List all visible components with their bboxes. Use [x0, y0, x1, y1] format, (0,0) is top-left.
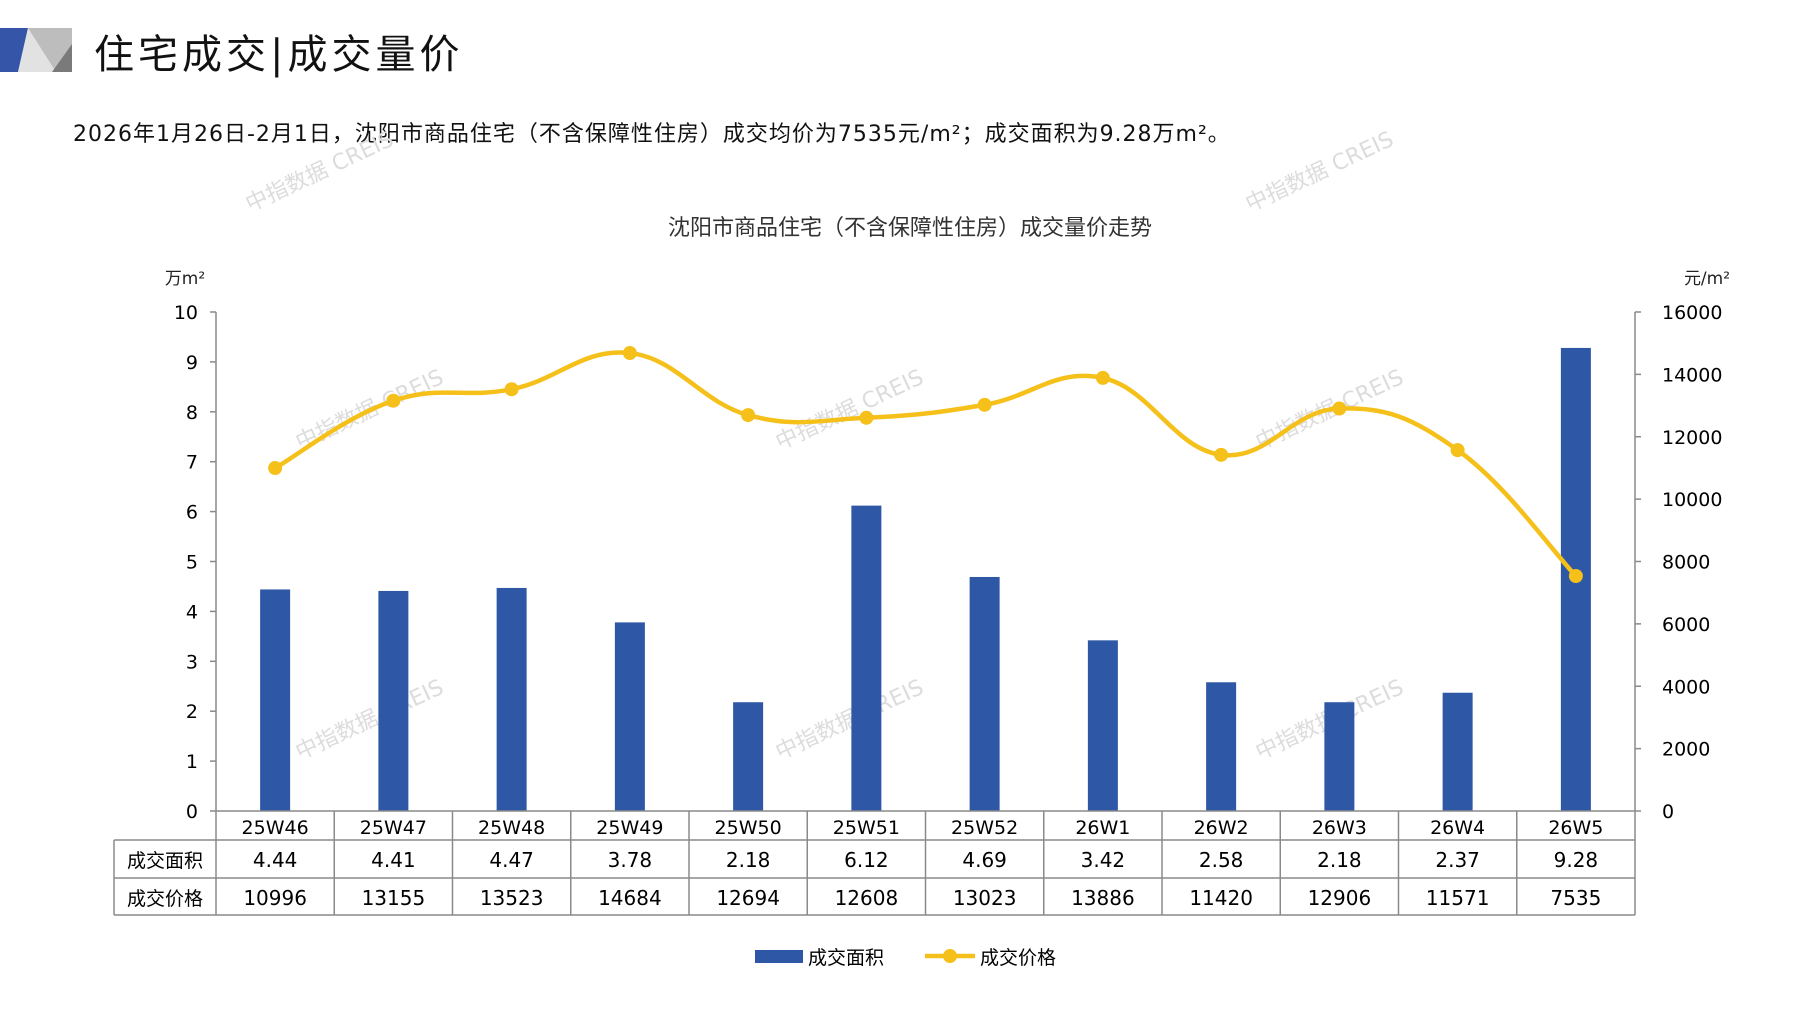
table-row-label-price: 成交价格 [127, 888, 203, 910]
legend-label-area: 成交面积 [808, 947, 884, 969]
price-value-label: 13886 [1071, 886, 1135, 910]
left-tick-label: 1 [186, 751, 198, 773]
bar-25W46 [260, 589, 291, 811]
price-value-label: 14684 [598, 886, 662, 910]
area-value-label: 4.69 [962, 848, 1007, 872]
header-logo [0, 28, 72, 72]
table-row-label-area: 成交面积 [127, 850, 203, 872]
bar-25W49 [614, 622, 645, 811]
price-point-25W51 [859, 410, 874, 425]
bar-25W47 [378, 590, 409, 811]
bar-25W52 [969, 576, 1000, 811]
right-tick-label: 16000 [1662, 302, 1722, 324]
x-category-label: 25W49 [596, 817, 663, 839]
price-point-25W49 [622, 346, 637, 361]
left-tick-label: 6 [186, 502, 198, 524]
bar-26W4 [1442, 692, 1473, 811]
bar-26W3 [1324, 702, 1355, 811]
watermark: 中指数据 CREIS [242, 127, 398, 217]
right-tick-label: 0 [1662, 801, 1674, 823]
price-point-26W1 [1095, 370, 1110, 385]
price-point-26W4 [1450, 443, 1465, 458]
x-category-label: 26W5 [1548, 817, 1603, 839]
price-line [274, 350, 1578, 578]
bar-25W50 [733, 702, 764, 811]
right-tick-label: 14000 [1662, 364, 1722, 386]
price-point-26W3 [1332, 401, 1347, 416]
area-value-label: 3.78 [608, 848, 653, 872]
chart-title: 沈阳市商品住宅（不含保障性住房）成交量价走势 [668, 216, 1152, 241]
x-category-label: 26W1 [1075, 817, 1130, 839]
left-tick-label: 4 [186, 601, 198, 623]
area-value-label: 2.18 [726, 848, 771, 872]
left-tick-label: 9 [186, 352, 198, 374]
price-value-label: 12608 [835, 886, 899, 910]
x-category-label: 26W2 [1194, 817, 1249, 839]
area-value-label: 2.58 [1199, 848, 1244, 872]
price-value-label: 10996 [243, 886, 307, 910]
x-category-label: 25W47 [360, 817, 427, 839]
x-category-label: 25W46 [242, 817, 309, 839]
area-value-label: 6.12 [844, 848, 889, 872]
left-tick-label: 10 [174, 302, 198, 324]
watermark: 中指数据 CREIS [1242, 127, 1398, 217]
right-tick-label: 2000 [1662, 739, 1710, 761]
area-value-label: 9.28 [1554, 848, 1599, 872]
left-tick-label: 7 [186, 452, 198, 474]
area-value-label: 4.41 [371, 848, 416, 872]
page-title: 住宅成交|成交量价 [94, 32, 464, 78]
right-tick-label: 4000 [1662, 676, 1710, 698]
x-category-label: 25W51 [833, 817, 900, 839]
legend-label-price: 成交价格 [980, 947, 1056, 969]
right-tick-label: 10000 [1662, 489, 1722, 511]
bar-25W48 [496, 587, 527, 811]
summary-text: 2026年1月26日-2月1日，沈阳市商品住宅（不含保障性住房）成交均价为753… [73, 122, 1231, 147]
price-value-label: 13023 [953, 886, 1017, 910]
price-value-label: 11420 [1189, 886, 1253, 910]
price-point-26W2 [1214, 447, 1229, 462]
bar-25W51 [851, 505, 882, 811]
watermark: 中指数据 CREIS [772, 675, 928, 765]
area-value-label: 3.42 [1081, 848, 1126, 872]
price-point-26W5 [1568, 569, 1583, 584]
x-category-label: 26W4 [1430, 817, 1485, 839]
left-tick-label: 8 [186, 402, 198, 424]
bar-26W2 [1206, 682, 1237, 811]
price-value-label: 7535 [1550, 886, 1601, 910]
area-value-label: 2.18 [1317, 848, 1362, 872]
legend-line-marker [943, 949, 957, 963]
price-value-label: 12694 [716, 886, 780, 910]
legend-bar-swatch [755, 950, 803, 963]
x-category-label: 25W52 [951, 817, 1018, 839]
right-tick-label: 6000 [1662, 614, 1710, 636]
right-tick-label: 8000 [1662, 552, 1710, 574]
price-value-label: 13155 [362, 886, 426, 910]
x-category-label: 26W3 [1312, 817, 1367, 839]
price-point-25W48 [504, 382, 519, 397]
price-value-label: 13523 [480, 886, 544, 910]
area-value-label: 4.47 [489, 848, 534, 872]
right-axis-unit: 元/m² [1684, 269, 1730, 289]
left-tick-label: 3 [186, 651, 198, 673]
watermark: 中指数据 CREIS [772, 365, 928, 455]
price-point-25W47 [386, 393, 401, 408]
left-axis-unit: 万m² [165, 269, 205, 289]
price-point-25W46 [268, 461, 283, 476]
price-value-label: 11571 [1426, 886, 1490, 910]
left-tick-label: 5 [186, 552, 198, 574]
area-value-label: 4.44 [253, 848, 298, 872]
watermark: 中指数据 CREIS [292, 675, 448, 765]
price-point-25W52 [977, 397, 992, 412]
x-category-label: 25W48 [478, 817, 545, 839]
right-tick-label: 12000 [1662, 427, 1722, 449]
area-value-label: 2.37 [1435, 848, 1480, 872]
price-point-25W50 [741, 408, 756, 423]
x-category-label: 25W50 [715, 817, 782, 839]
left-tick-label: 0 [186, 801, 198, 823]
bar-26W1 [1087, 640, 1118, 811]
left-tick-label: 2 [186, 701, 198, 723]
price-value-label: 12906 [1308, 886, 1372, 910]
